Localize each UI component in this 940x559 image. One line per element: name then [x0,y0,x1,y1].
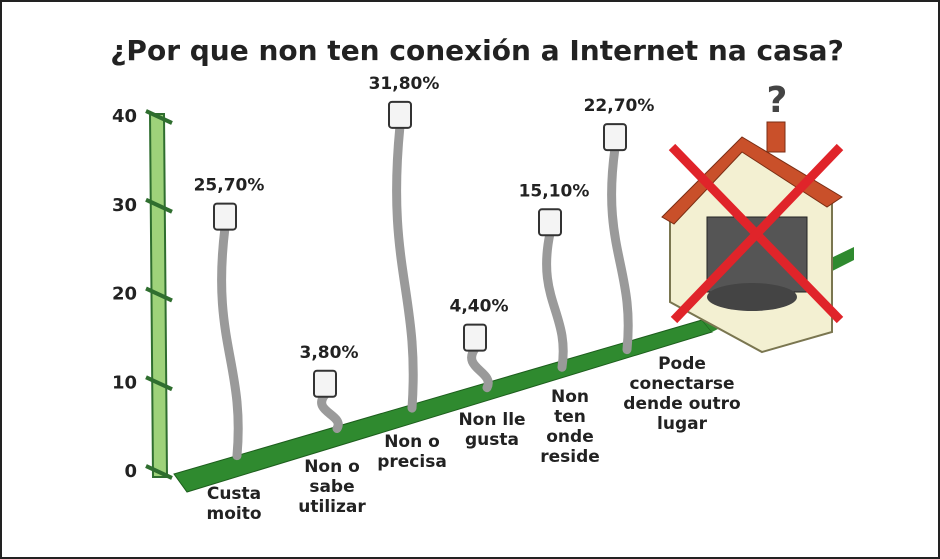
chart-title: ¿Por que non ten conexión a Internet na … [110,34,844,67]
plug [314,371,336,397]
cable [472,349,489,388]
value-label: 22,70% [584,96,655,116]
value-label: 15,10% [519,181,590,201]
svg-text:?: ? [767,80,788,121]
house: ? [662,80,842,352]
value-label: 25,70% [194,176,265,196]
cable [612,148,629,349]
value-label: 3,80% [300,343,359,363]
y-tick-label: 0 [124,461,137,482]
y-tick-label: 40 [112,106,137,127]
plug [389,102,411,128]
x-tick-label: Non o sabe utilizar [298,457,365,517]
cable [547,233,564,367]
plug [464,325,486,351]
x-tick-label: Pode conectarse dende outro lugar [623,354,740,434]
x-tick-label: Custa moito [206,484,261,524]
y-tick-label: 20 [112,284,137,305]
x-tick-label: Non ten onde reside [540,387,600,467]
cable [397,126,414,408]
y-tick-label: 30 [112,195,137,216]
plug [604,124,626,150]
chart-svg: ¿Por que non ten conexión a Internet na … [2,2,938,557]
plug [539,209,561,235]
plug [214,204,236,230]
value-label: 4,40% [450,297,509,317]
cable [322,395,339,429]
y-tick-label: 10 [112,372,137,393]
x-tick-label: Non o precisa [377,432,447,472]
chart: ¿Por que non ten conexión a Internet na … [0,0,940,559]
value-label: 31,80% [369,74,440,94]
cable [222,228,239,456]
x-tick-label: Non lle gusta [458,410,525,450]
